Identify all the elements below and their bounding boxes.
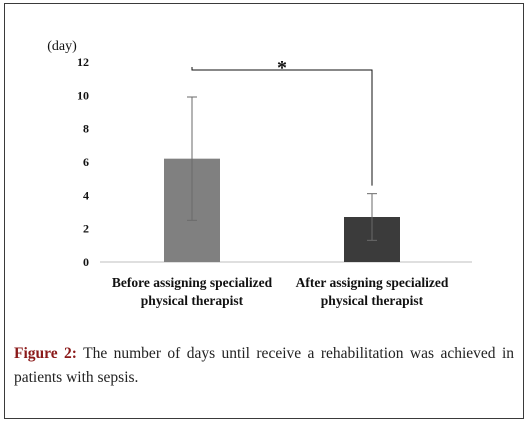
y-tick-label: 10 [77,88,89,102]
figure-frame [4,3,524,419]
significance-bracket [191,67,373,186]
caption-text: The number of days until receive a rehab… [14,345,514,386]
figure-caption: Figure 2: The number of days until recei… [14,342,514,390]
x-category-label: physical therapist [141,293,244,308]
significance-marker: * [277,57,287,79]
x-category-label: Before assigning specialized [112,275,273,290]
caption-label: Figure 2: [14,345,77,362]
y-axis-unit-label: (day) [47,39,77,54]
bar-chart: (day) 0 2 4 6 8 10 12 Before assigning specializ… [47,39,472,308]
y-tick-label: 2 [83,222,89,236]
y-tick-label: 12 [77,55,89,69]
x-category-label: physical therapist [321,293,424,308]
y-tick-label: 6 [83,155,89,169]
y-tick-label: 0 [83,255,89,269]
x-category-label: After assigning specialized [296,275,449,290]
y-tick-label: 8 [83,122,89,136]
y-tick-label: 4 [83,188,89,202]
